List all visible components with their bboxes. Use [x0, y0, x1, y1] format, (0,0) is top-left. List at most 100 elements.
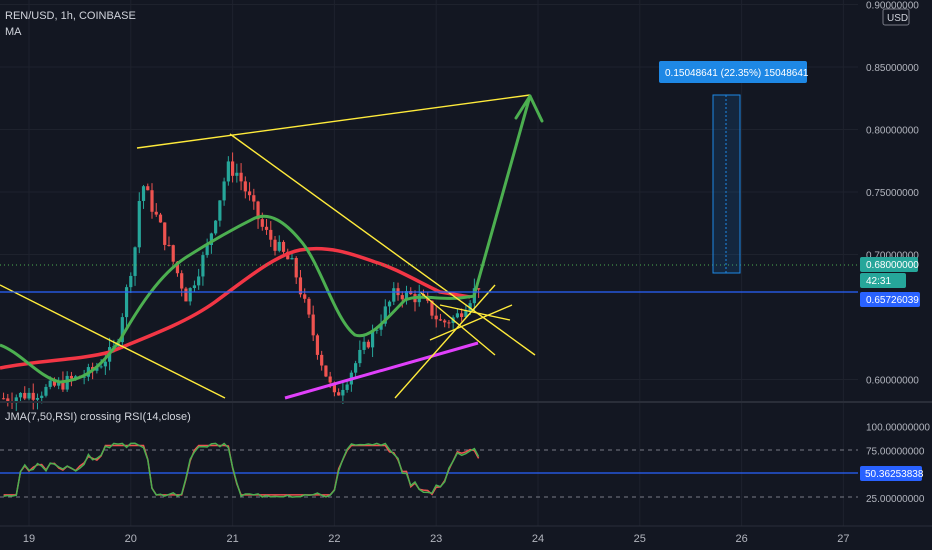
candle-body	[52, 380, 57, 386]
level-price-tag	[860, 292, 920, 307]
candle-body	[163, 222, 167, 245]
candle-body	[103, 361, 107, 367]
candle-body	[31, 392, 35, 400]
candle-body	[205, 244, 209, 256]
grid-lines	[0, 0, 858, 526]
candle-body	[320, 354, 324, 366]
measure-label-box	[659, 61, 807, 83]
oscillator-axis[interactable]: 100.00000000 75.00000000 25.00000000	[866, 423, 930, 505]
candle-body	[171, 245, 175, 262]
candle-body	[269, 229, 273, 240]
candle-body	[264, 226, 269, 230]
candle-body	[315, 335, 320, 355]
candle-body	[366, 341, 370, 348]
candle-body	[197, 276, 201, 286]
candle-body	[192, 285, 197, 289]
candle-body	[243, 181, 247, 192]
upper-channel-line	[136, 94, 531, 149]
candle-body	[95, 367, 99, 371]
candle-body	[129, 275, 133, 288]
descending-resistance-line	[229, 133, 536, 356]
candle-body	[201, 255, 205, 277]
currency-badge: USD	[887, 13, 908, 24]
fast-ma-line	[0, 214, 476, 384]
candle-body	[184, 288, 188, 302]
candle-body	[48, 380, 52, 387]
countdown-label: 42:31	[866, 276, 891, 287]
current-price-tag	[860, 257, 918, 272]
candle-body	[400, 295, 404, 300]
candle-body	[387, 301, 392, 307]
osc-tick-label: 100.00000000	[866, 423, 930, 434]
level-price-label: 0.65726039	[866, 295, 919, 306]
time-tick-label: 26	[735, 533, 747, 545]
support-line	[284, 341, 479, 400]
candle-body	[392, 288, 396, 302]
candle-body	[260, 219, 264, 227]
price-axis[interactable]: 0.90000000 0.85000000 0.80000000 0.75000000…	[866, 1, 919, 387]
candle-body	[6, 398, 10, 402]
candle-body	[154, 211, 158, 215]
candle-body	[455, 313, 460, 318]
candle-body	[167, 244, 171, 246]
candle-body	[14, 397, 18, 404]
trendlines	[0, 94, 536, 399]
candle-body	[226, 161, 230, 182]
candle-body	[222, 181, 226, 201]
candle-body	[345, 384, 349, 390]
candle-body	[468, 303, 472, 311]
candle-body	[460, 313, 464, 317]
candle-body	[1, 398, 6, 400]
osc-current-tag	[860, 466, 922, 481]
time-tick-label: 21	[226, 533, 238, 545]
candle-body	[294, 258, 298, 278]
candle-body	[188, 288, 192, 302]
candle-body	[430, 300, 434, 316]
countdown-tag	[860, 273, 906, 288]
candle-body	[137, 200, 141, 248]
price-tick-label: 0.70000000	[866, 251, 919, 262]
oscillator-title: JMA(7,50,RSI) crossing RSI(14,close)	[5, 411, 191, 423]
price-tick-label: 0.85000000	[866, 63, 919, 74]
price-tick-label: 0.80000000	[866, 126, 919, 137]
candle-body	[290, 258, 294, 260]
candle-body	[443, 320, 447, 323]
left-descending-line	[0, 284, 226, 399]
candle-body	[141, 186, 146, 201]
candle-body	[303, 294, 307, 299]
candle-body	[277, 241, 281, 251]
candle-body	[40, 395, 44, 398]
jma-line	[3, 442, 480, 498]
candle-body	[175, 261, 180, 274]
candle-body	[180, 273, 184, 289]
candle-body	[324, 365, 328, 377]
candle-body	[99, 366, 103, 368]
time-tick-label: 23	[430, 533, 442, 545]
candle-body	[214, 220, 218, 234]
currency-badge-box[interactable]	[882, 8, 910, 26]
time-tick-label: 24	[532, 533, 544, 545]
candle-body	[124, 287, 129, 318]
candle-body	[362, 341, 366, 350]
candle-body	[438, 319, 443, 321]
time-axis[interactable]: 19 20 21 22 23 24 25 26 27	[23, 533, 850, 545]
candle-body	[307, 298, 311, 315]
oscillator-pane	[0, 442, 858, 498]
candle-body	[404, 291, 409, 300]
candle-body	[35, 397, 40, 400]
candle-body	[273, 239, 277, 251]
candle-body	[209, 233, 213, 245]
triangle-line-2	[429, 304, 513, 341]
candle-body	[434, 315, 438, 320]
current-price-label: 0.68000000	[866, 260, 919, 271]
candle-body	[447, 322, 451, 324]
time-tick-label: 20	[125, 533, 137, 545]
ma-indicator-label: MA	[5, 26, 22, 38]
candle-body	[23, 392, 27, 399]
candle-body	[247, 191, 252, 196]
candle-body	[370, 330, 375, 348]
symbol-title: REN/USD, 1h, COINBASE	[5, 10, 136, 22]
candle-body	[281, 241, 286, 252]
candle-body	[231, 161, 235, 176]
